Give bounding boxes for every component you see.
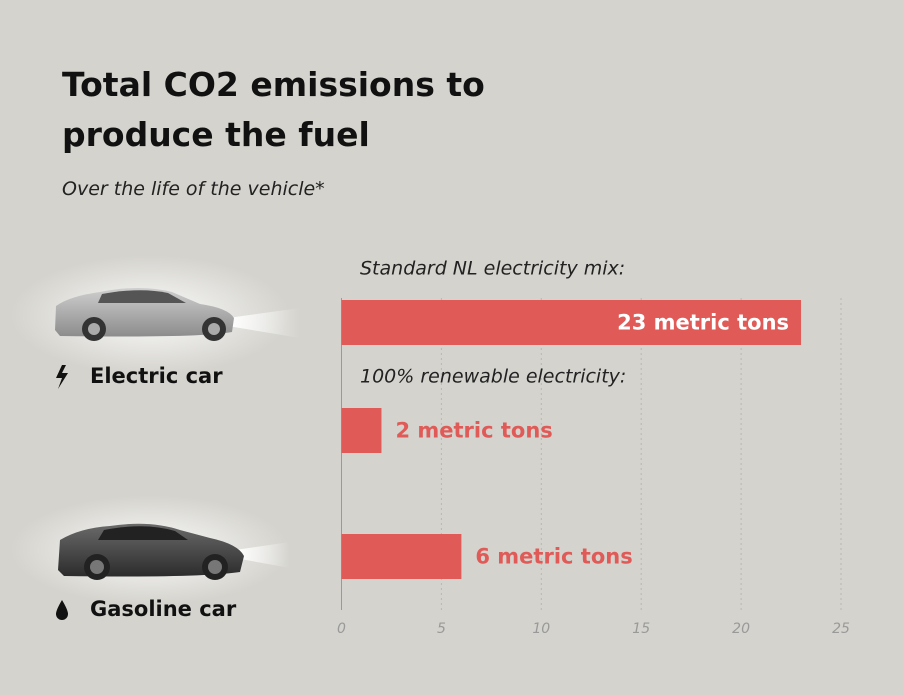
value-label: 23 metric tons [617,311,789,335]
group-label: Electric car [90,364,223,388]
x-tick-label: 15 [632,621,650,637]
x-tick-label: 0 [337,621,346,637]
bolt-icon [56,365,68,389]
value-label: 2 metric tons [395,419,552,443]
electric-car-image [10,255,300,375]
group-label: Gasoline car [90,597,237,621]
bar [341,534,462,579]
bar [341,300,802,345]
value-label: 6 metric tons [475,545,632,569]
x-tick-label: 5 [437,621,446,637]
gasoline-car-image [10,495,290,605]
chart-subtitle: Over the life of the vehicle* [62,178,325,200]
category-label: Standard NL electricity mix: [360,258,625,280]
drop-icon [56,600,68,620]
x-tick-label: 20 [732,621,750,637]
x-tick-label: 25 [832,621,850,637]
x-tick-label: 10 [532,621,550,637]
category-label: 100% renewable electricity: [360,366,626,388]
chart-title: Total CO2 emissions to produce the fuel [62,65,485,154]
bar [341,408,382,453]
